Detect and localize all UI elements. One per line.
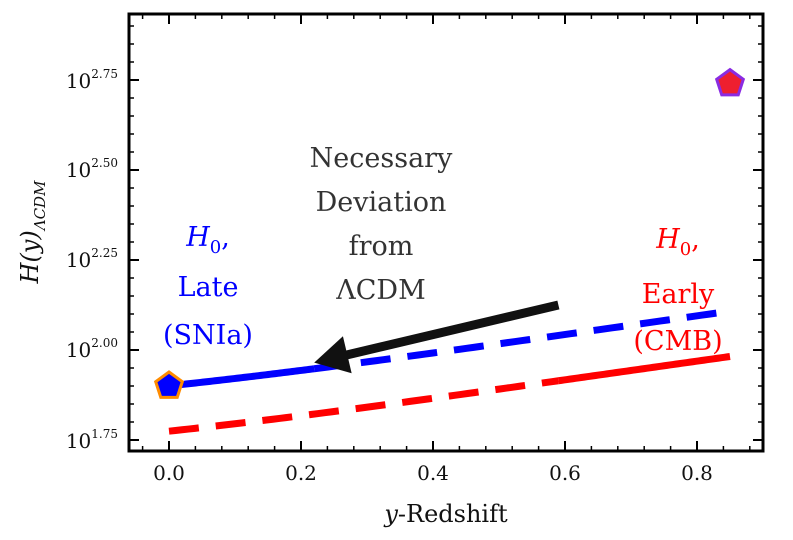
x-tick-label-1: 0.2 xyxy=(285,461,317,485)
early-h0-symbol: H xyxy=(655,224,680,255)
x-tick-label-0: 0.0 xyxy=(153,461,185,485)
early-series-solid-line xyxy=(557,353,731,385)
early-h0-marker xyxy=(714,67,746,97)
y-tick-label-4: 102.75 xyxy=(66,67,118,93)
early-line-2: (CMB) xyxy=(633,326,722,357)
early-line-1: Early xyxy=(642,279,715,310)
x-axis-title-rest: -Redshift xyxy=(398,500,508,528)
y-tick-exp-2: 2.25 xyxy=(91,246,118,260)
early-h0-sub: 0 xyxy=(680,239,691,260)
late-series-solid-line xyxy=(168,365,315,390)
y-tick-base-4: 10 xyxy=(66,69,91,93)
late-annotation: H0, Late (SNIa) xyxy=(163,222,253,351)
arrow-head xyxy=(314,336,352,374)
y-tick-exp-3: 2.50 xyxy=(91,156,118,170)
late-line-2: (SNIa) xyxy=(163,320,253,351)
y-axis-title-main: H(y) xyxy=(16,230,44,284)
plot-frame xyxy=(127,12,765,453)
early-h0-comma: , xyxy=(691,224,700,255)
marker-layer xyxy=(153,67,746,399)
deviation-line-3: from xyxy=(349,231,414,262)
x-tick-label-2: 0.4 xyxy=(417,461,449,485)
deviation-arrow xyxy=(314,300,560,374)
late-h0-label: H0, xyxy=(185,222,230,258)
early-series-dashed-line xyxy=(168,377,559,435)
late-h0-symbol: H xyxy=(185,222,210,253)
y-tick-exp-1: 2.00 xyxy=(91,336,118,350)
deviation-line-2: Deviation xyxy=(316,187,447,218)
late-h0-comma: , xyxy=(221,222,230,253)
y-tick-base-3: 10 xyxy=(66,158,91,182)
late-h0-sub: 0 xyxy=(210,237,221,258)
late-h0-marker xyxy=(153,370,185,399)
series-layer xyxy=(168,307,731,435)
deviation-annotation: Necessary Deviation from ΛCDM xyxy=(310,143,453,306)
x-tick-label-3: 0.6 xyxy=(549,461,581,485)
y-tick-exp-4: 2.75 xyxy=(91,67,118,81)
early-h0-label: H0, xyxy=(655,224,700,260)
late-line-1: Late xyxy=(178,272,239,303)
y-tick-label-0: 101.75 xyxy=(66,427,118,453)
y-tick-exp-0: 1.75 xyxy=(91,427,118,441)
y-tick-base-0: 10 xyxy=(66,429,91,453)
arrow-shaft xyxy=(342,300,560,361)
x-axis-title: y-Redshift xyxy=(383,500,508,528)
y-tick-label-1: 102.00 xyxy=(66,336,118,362)
y-tick-base-2: 10 xyxy=(66,248,91,272)
early-annotation: H0, Early (CMB) xyxy=(633,224,722,357)
x-axis-title-var: y xyxy=(383,500,398,528)
y-tick-base-1: 10 xyxy=(66,338,91,362)
x-tick-label-4: 0.8 xyxy=(681,461,713,485)
y-axis-title-sub: ΛCDM xyxy=(31,180,49,232)
deviation-line-1: Necessary xyxy=(310,143,453,174)
deviation-line-4: ΛCDM xyxy=(335,275,425,306)
y-tick-label-2: 102.25 xyxy=(66,246,118,272)
y-tick-label-3: 102.50 xyxy=(66,156,118,182)
late-series-dashed-line xyxy=(313,307,731,373)
y-axis-title: H(y)ΛCDM xyxy=(16,180,49,285)
